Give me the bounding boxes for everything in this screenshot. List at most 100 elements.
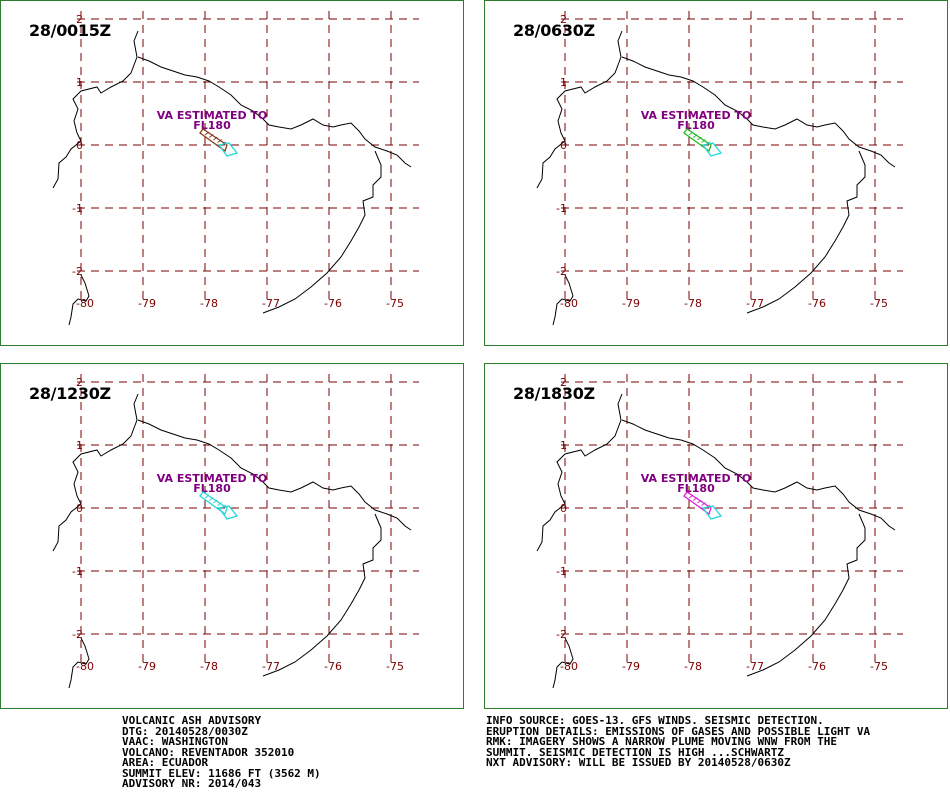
lat-label: 0 (560, 502, 567, 515)
info-line: RMK: IMAGERY SHOWS A NARROW PLUME MOVING… (486, 735, 837, 748)
advisory-line: VAAC: WASHINGTON (122, 735, 228, 748)
coastline (52, 30, 412, 326)
lat-label: 0 (76, 139, 83, 152)
map-panel-3: 2 1 0 -1 -2 -80 -79 -78 -77 -76 -75 VA ESTIMATED TO… (0, 363, 464, 709)
lat-label: -1 (72, 565, 83, 578)
ash-plume (683, 128, 712, 153)
lon-label: -76 (808, 660, 826, 673)
lat-label: 2 (560, 376, 567, 389)
map-svg: 2 1 0 -1 -2 -80 -79 -78 -77 -76 -75 VA ESTIMATED TO… (52, 11, 419, 326)
lon-label: -75 (386, 297, 404, 310)
info-line: NXT ADVISORY: WILL BE ISSUED BY 20140528… (486, 756, 791, 769)
lon-label: -79 (138, 660, 156, 673)
forecast-area (701, 142, 723, 157)
lat-label: 1 (560, 76, 567, 89)
panel-time-label: 28/0015Z (29, 21, 111, 40)
lat-label: 1 (560, 439, 567, 452)
advisory-line: AREA: ECUADOR (122, 756, 209, 769)
advisory-block: VOLCANIC ASH ADVISORY DTG: 20140528/0030… (122, 714, 321, 790)
lon-label: -80 (76, 297, 94, 310)
lon-label: -80 (560, 660, 578, 673)
lat-label: 2 (76, 376, 83, 389)
ash-plume-hatch (213, 136, 218, 141)
ash-plume-hatch (208, 134, 214, 138)
lat-label: -1 (72, 202, 83, 215)
ash-plume-hatch (701, 139, 706, 143)
lon-label: -78 (684, 660, 702, 673)
map-svg: 2 1 0 -1 -2 -80 -79 -78 -77 -76 -75 VA ESTIMATED TO… (536, 374, 903, 689)
map-svg: 2 1 0 -1 -2 -80 -79 -78 -77 -76 -75 VA ESTIMATED TO… (536, 11, 903, 326)
info-block: INFO SOURCE: GOES-13. GFS WINDS. SEISMIC… (486, 714, 871, 769)
panel-time-label: 28/0630Z (513, 21, 595, 40)
ash-plume-hatch (692, 134, 698, 138)
lon-label: -75 (870, 660, 888, 673)
ash-plume-hatch (217, 502, 222, 506)
lat-label: 0 (76, 502, 83, 515)
lon-label: -76 (324, 297, 342, 310)
ash-plume-hatch (208, 497, 214, 501)
lon-label: -79 (138, 297, 156, 310)
va-estimate-label: VA ESTIMATED TO (157, 472, 268, 485)
advisory-line: VOLCANO: REVENTADOR 352010 (122, 745, 295, 759)
lon-label: -77 (262, 297, 280, 310)
lat-label: 0 (560, 139, 567, 152)
lon-label: -77 (746, 660, 764, 673)
lon-label: -75 (386, 660, 404, 673)
ash-plume-hatch (217, 139, 222, 143)
lat-label: -2 (556, 265, 567, 278)
forecast-area (217, 505, 239, 520)
lon-label: -76 (808, 297, 826, 310)
ash-plume-hatch (692, 497, 698, 501)
ash-plume-hatch (213, 499, 218, 504)
lon-label: -78 (200, 660, 218, 673)
lat-label: 1 (76, 76, 83, 89)
advisory-line: SUMMIT ELEV: 11686 FT (3562 M) (122, 766, 321, 780)
ash-plume (199, 128, 228, 153)
lon-label: -76 (324, 660, 342, 673)
advisory-line: ADVISORY NR: 2014/043 (122, 777, 262, 790)
lat-label: -2 (72, 628, 83, 641)
lat-label: -1 (556, 565, 567, 578)
map-panel-1: 2 1 0 -1 -2 -80 -79 -78 -77 -76 -75 VA ESTIMATED TO… (0, 0, 464, 346)
coastline (536, 393, 896, 689)
lon-label: -77 (262, 660, 280, 673)
coastline (52, 393, 412, 689)
map-panel-4: 2 1 0 -1 -2 -80 -79 -78 -77 -76 -75 VA ESTIMATED TO… (484, 363, 948, 709)
panel-time-label: 28/1830Z (513, 384, 595, 403)
lat-label: -2 (556, 628, 567, 641)
lon-label: -79 (622, 297, 640, 310)
lat-label: 2 (76, 13, 83, 26)
lat-label: 1 (76, 439, 83, 452)
forecast-area (217, 142, 239, 157)
ash-plume-hatch (204, 494, 210, 499)
coastline (536, 30, 896, 326)
ash-plume-hatch (688, 131, 694, 136)
ash-plume-hatch (697, 136, 702, 141)
lon-label: -78 (684, 297, 702, 310)
lat-label: -1 (556, 202, 567, 215)
lon-label: -80 (560, 297, 578, 310)
info-line: SUMMIT. SEISMIC DETECTION IS HIGH ...SCH… (486, 745, 785, 759)
lat-label: -2 (72, 265, 83, 278)
lon-label: -80 (76, 660, 94, 673)
va-level-label: FL180 (193, 119, 231, 132)
forecast-area (701, 505, 723, 520)
ash-plume-hatch (204, 131, 210, 136)
info-line: INFO SOURCE: GOES-13. GFS WINDS. SEISMIC… (486, 714, 824, 727)
lon-label: -77 (746, 297, 764, 310)
lon-label: -75 (870, 297, 888, 310)
advisory-line: VOLCANIC ASH ADVISORY (122, 714, 262, 727)
ash-plume (199, 491, 228, 516)
lon-label: -79 (622, 660, 640, 673)
panel-time-label: 28/1230Z (29, 384, 111, 403)
va-estimate-label: VA ESTIMATED TO (641, 109, 752, 122)
info-line: ERUPTION DETAILS: EMISSIONS OF GASES AND… (486, 724, 871, 738)
va-level-label: FL180 (677, 482, 715, 495)
va-estimate-label: VA ESTIMATED TO (157, 109, 268, 122)
va-level-label: FL180 (193, 482, 231, 495)
lat-label: 2 (560, 13, 567, 26)
map-panel-2: 2 1 0 -1 -2 -80 -79 -78 -77 -76 -75 VA ESTIMATED TO… (484, 0, 948, 346)
lon-label: -78 (200, 297, 218, 310)
va-estimate-label: VA ESTIMATED TO (641, 472, 752, 485)
ash-plume-hatch (688, 494, 694, 499)
